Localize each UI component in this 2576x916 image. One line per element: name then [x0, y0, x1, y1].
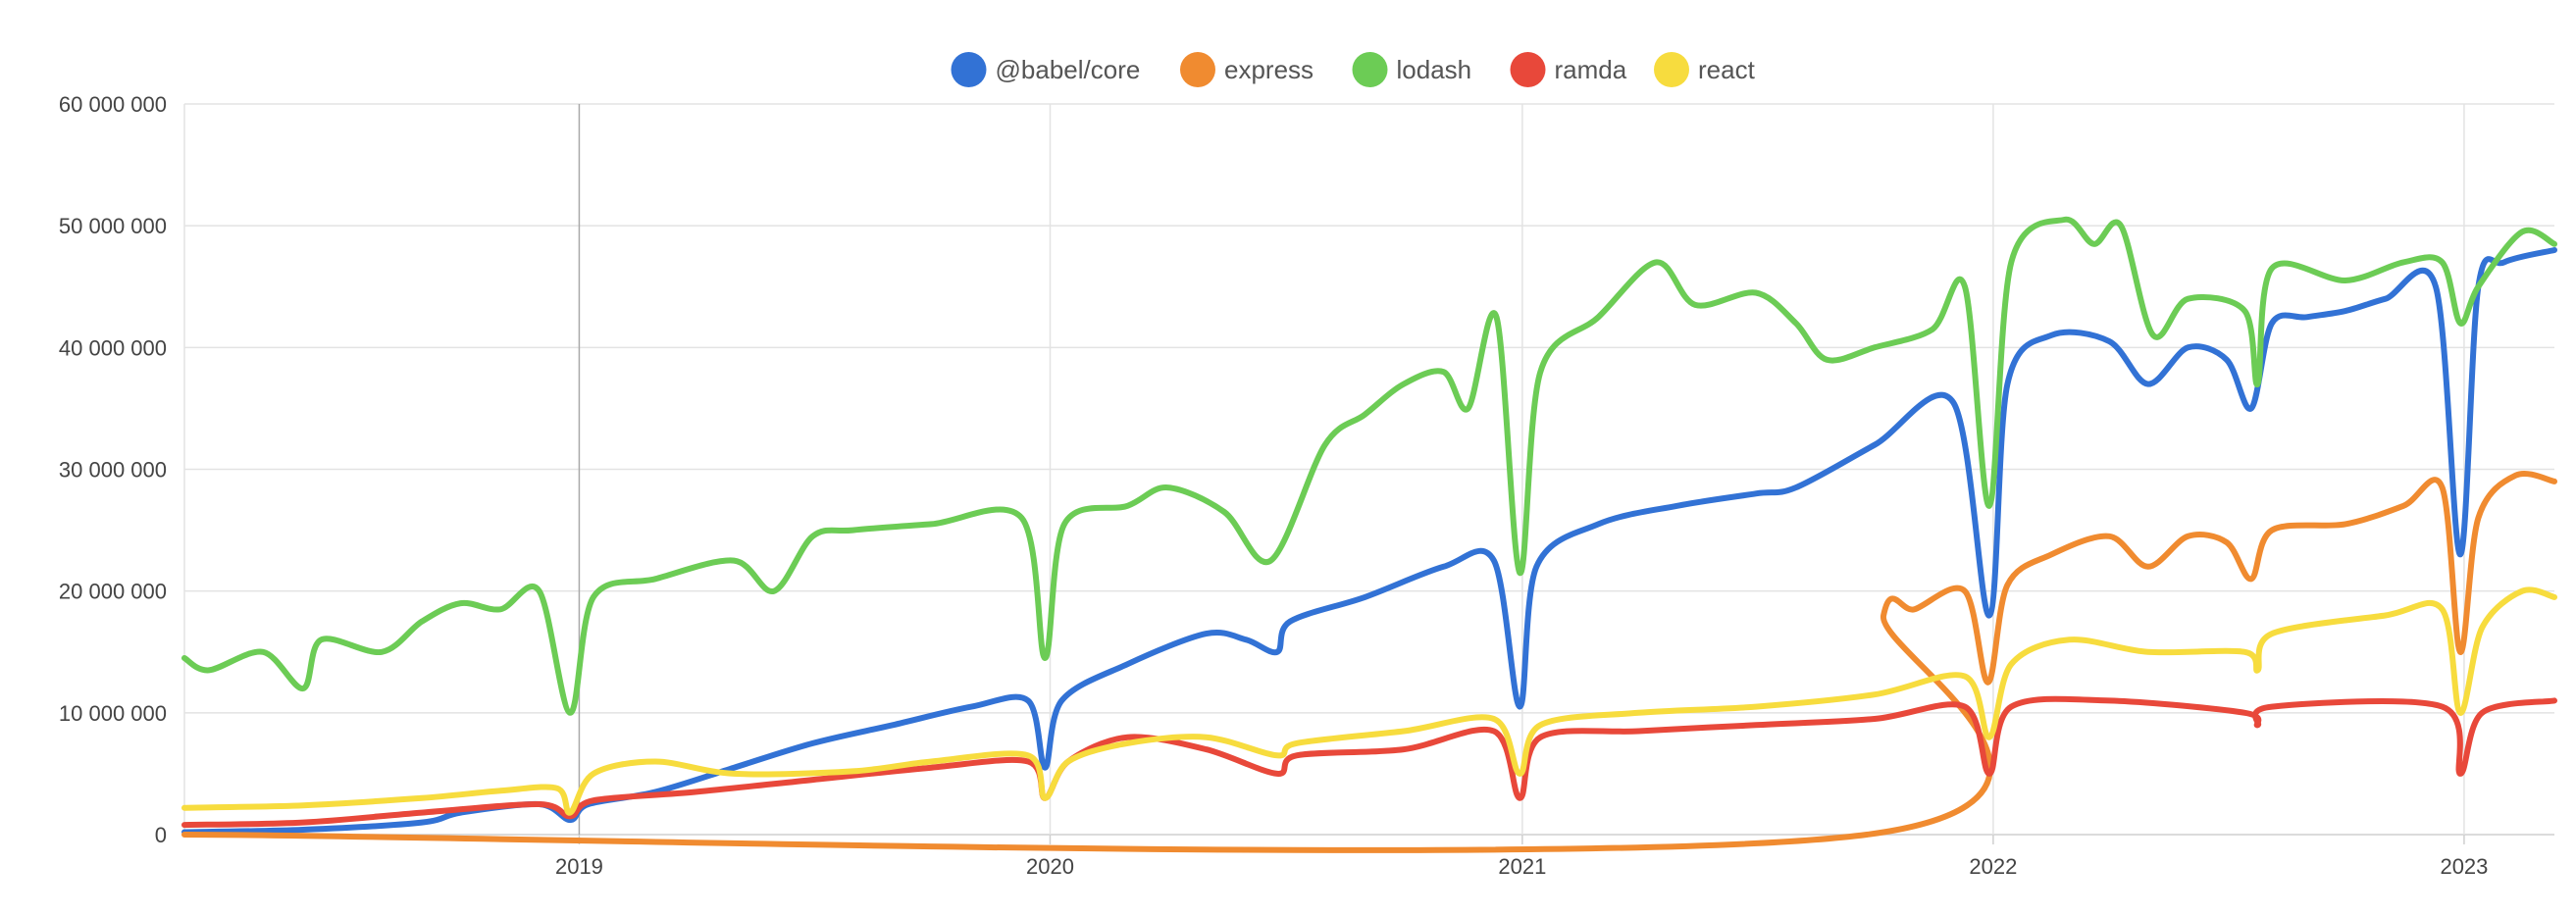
- axis-ticks: 0 10 000 000 20 000 000 30 000 000 40 000 00…: [59, 92, 2489, 879]
- legend-item[interactable]: lodash: [1352, 52, 1472, 87]
- legend-swatch: [1180, 52, 1215, 87]
- y-tick-label: 20 000 000: [59, 580, 167, 604]
- y-tick-label: 50 000 000: [59, 214, 167, 238]
- x-tick-label: 2022: [1969, 854, 2017, 879]
- series-line-express: [181, 470, 2557, 853]
- legend-label: express: [1224, 55, 1314, 84]
- series-line-react: [181, 586, 2557, 816]
- legend-swatch: [951, 52, 987, 87]
- x-tick-label: 2019: [555, 854, 603, 879]
- legend-label: ramda: [1555, 55, 1627, 84]
- series-line-babel-core: [181, 247, 2557, 836]
- y-tick-label: 60 000 000: [59, 92, 167, 117]
- y-tick-label: 10 000 000: [59, 701, 167, 726]
- legend-swatch: [1352, 52, 1388, 87]
- y-tick-label: 40 000 000: [59, 335, 167, 360]
- x-tick-label: 2023: [2440, 854, 2488, 879]
- legend-item[interactable]: react: [1654, 52, 1756, 87]
- x-tick-label: 2021: [1498, 854, 1546, 879]
- legend-label: react: [1698, 55, 1756, 84]
- legend-swatch: [1510, 52, 1546, 87]
- legend-item[interactable]: ramda: [1510, 52, 1627, 87]
- legend: @babel/core express lodash ramda react: [951, 52, 1756, 87]
- series-line-ramda: [181, 695, 2557, 829]
- x-tick-label: 2020: [1026, 854, 1074, 879]
- legend-label: lodash: [1397, 55, 1472, 84]
- grid: [183, 103, 2554, 844]
- series-lines: [181, 216, 2557, 853]
- y-tick-label: 30 000 000: [59, 458, 167, 483]
- legend-item[interactable]: express: [1180, 52, 1314, 87]
- series-line-lodash: [181, 216, 2557, 716]
- legend-swatch: [1654, 52, 1689, 87]
- legend-item[interactable]: @babel/core: [951, 52, 1141, 87]
- y-tick-label: 0: [155, 823, 167, 847]
- legend-label: @babel/core: [996, 55, 1141, 84]
